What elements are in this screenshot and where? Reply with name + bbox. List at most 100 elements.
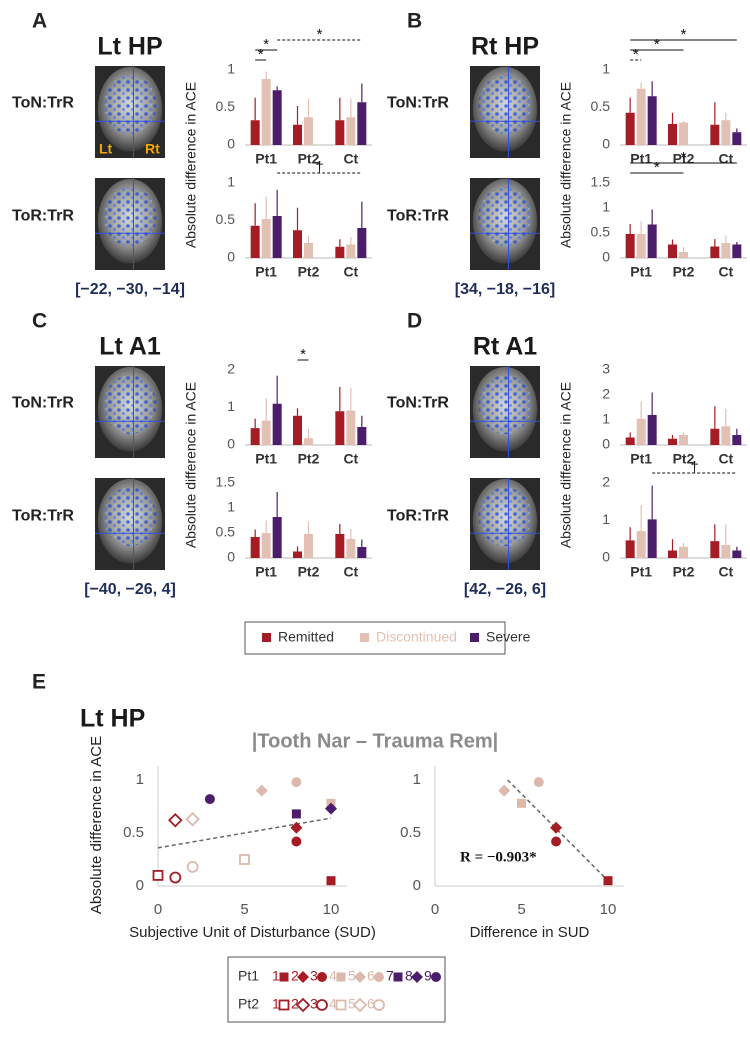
x-tick-label: 5 [240, 901, 248, 918]
x-tick-label: Pt2 [298, 264, 320, 280]
bar [335, 120, 345, 145]
panel-subtitle: |Tooth Nar – Trauma Rem| [252, 730, 498, 752]
x-tick-label: 0 [431, 901, 439, 918]
bar [721, 120, 731, 145]
bar [668, 124, 677, 145]
y-tick-label: 1 [136, 771, 144, 788]
y-tick-label: 2 [227, 361, 235, 377]
scatter-point [239, 854, 250, 865]
trend-line [157, 817, 332, 849]
bar [721, 544, 731, 558]
bar [335, 411, 345, 445]
bar [250, 120, 260, 145]
mni-coordinates: [34, −18, −16] [455, 281, 556, 298]
bar [261, 219, 271, 258]
x-axis-label: Subjective Unit of Disturbance (SUD) [129, 924, 376, 941]
legend-row-label: Pt1 [238, 968, 259, 984]
bar [668, 438, 677, 445]
x-tick-label: Pt1 [630, 564, 652, 580]
legend-marker [431, 972, 441, 982]
panel-label: C [32, 310, 47, 333]
bar [721, 243, 731, 258]
legend-marker [279, 972, 289, 982]
scatter-point [168, 813, 183, 828]
y-tick-label: 0 [227, 436, 235, 452]
bar [732, 132, 742, 145]
image-label: Lt [99, 141, 113, 157]
x-tick-label: Pt2 [298, 451, 320, 467]
bar [625, 112, 635, 145]
scatter-point [255, 784, 268, 797]
y-axis-label: Absolute difference in ACE [558, 382, 574, 548]
bar [636, 418, 646, 445]
mni-coordinates: [−40, −26, 4] [84, 581, 176, 598]
region-title: Lt A1 [99, 333, 161, 361]
legend-box [227, 956, 446, 1023]
x-tick-label: Pt1 [255, 564, 277, 580]
x-tick-label: 10 [600, 901, 617, 918]
y-tick-label: 0 [227, 136, 235, 152]
row-label: ToN:TrR [12, 395, 74, 412]
image-label: Rt [145, 141, 160, 157]
y-tick-label: 1 [227, 499, 235, 515]
bar [357, 102, 367, 145]
y-tick-label: 1.5 [216, 474, 236, 490]
y-tick-label: 1 [602, 61, 610, 77]
significance-marker: † [690, 459, 698, 476]
bar [647, 224, 657, 258]
x-tick-label: Ct [718, 564, 733, 580]
legend-marker [278, 999, 290, 1011]
bar [304, 534, 313, 558]
y-tick-label: 1 [602, 199, 610, 215]
legend-label: Remitted [278, 629, 334, 645]
significance-marker: † [315, 159, 323, 176]
bar [293, 415, 302, 445]
x-axis-label: Difference in SUD [470, 924, 590, 941]
significance-marker: * [258, 46, 264, 63]
significance-marker: * [654, 159, 660, 176]
x-tick-label: 10 [323, 901, 340, 918]
bar [732, 244, 742, 258]
y-tick-label: 2 [602, 386, 610, 402]
bar [710, 124, 720, 145]
legend-marker [335, 999, 347, 1011]
legend-number: 2 [291, 968, 299, 984]
bar [679, 252, 688, 258]
x-tick-label: 0 [154, 901, 162, 918]
bar [272, 90, 282, 145]
bar [732, 550, 742, 558]
bar [625, 437, 635, 445]
y-tick-label: 0.5 [123, 824, 144, 841]
legend-number: 8 [405, 968, 413, 984]
y-tick-label: 1 [227, 61, 235, 77]
bar [346, 117, 356, 145]
scatter-point [204, 794, 215, 805]
region-title: Rt HP [471, 33, 539, 61]
y-tick-label: 0.5 [591, 98, 611, 114]
bar [293, 551, 302, 558]
legend-number: 3 [310, 996, 318, 1012]
bar [647, 519, 657, 558]
y-tick-label: 0.5 [400, 824, 421, 841]
x-tick-label: 5 [517, 901, 525, 918]
x-tick-label: Ct [343, 151, 358, 167]
y-tick-label: 0.5 [216, 98, 236, 114]
y-tick-label: 3 [602, 361, 610, 377]
row-label: ToN:TrR [387, 95, 449, 112]
legend-number: 6 [367, 996, 375, 1012]
y-axis-label: Absolute difference in ACE [558, 82, 574, 248]
y-tick-label: 0.5 [216, 211, 236, 227]
scatter-point [517, 798, 526, 808]
bar [250, 537, 260, 558]
legend-number: 3 [310, 968, 318, 984]
row-label: ToN:TrR [387, 395, 449, 412]
scatter-point [185, 811, 200, 827]
y-tick-label: 1 [413, 771, 421, 788]
significance-marker: * [263, 36, 269, 53]
legend-swatch [470, 633, 479, 642]
x-tick-label: Pt2 [673, 564, 695, 580]
panel-label: E [32, 671, 46, 694]
bar [710, 541, 720, 558]
panel-label: A [32, 10, 47, 33]
bar [346, 539, 356, 558]
